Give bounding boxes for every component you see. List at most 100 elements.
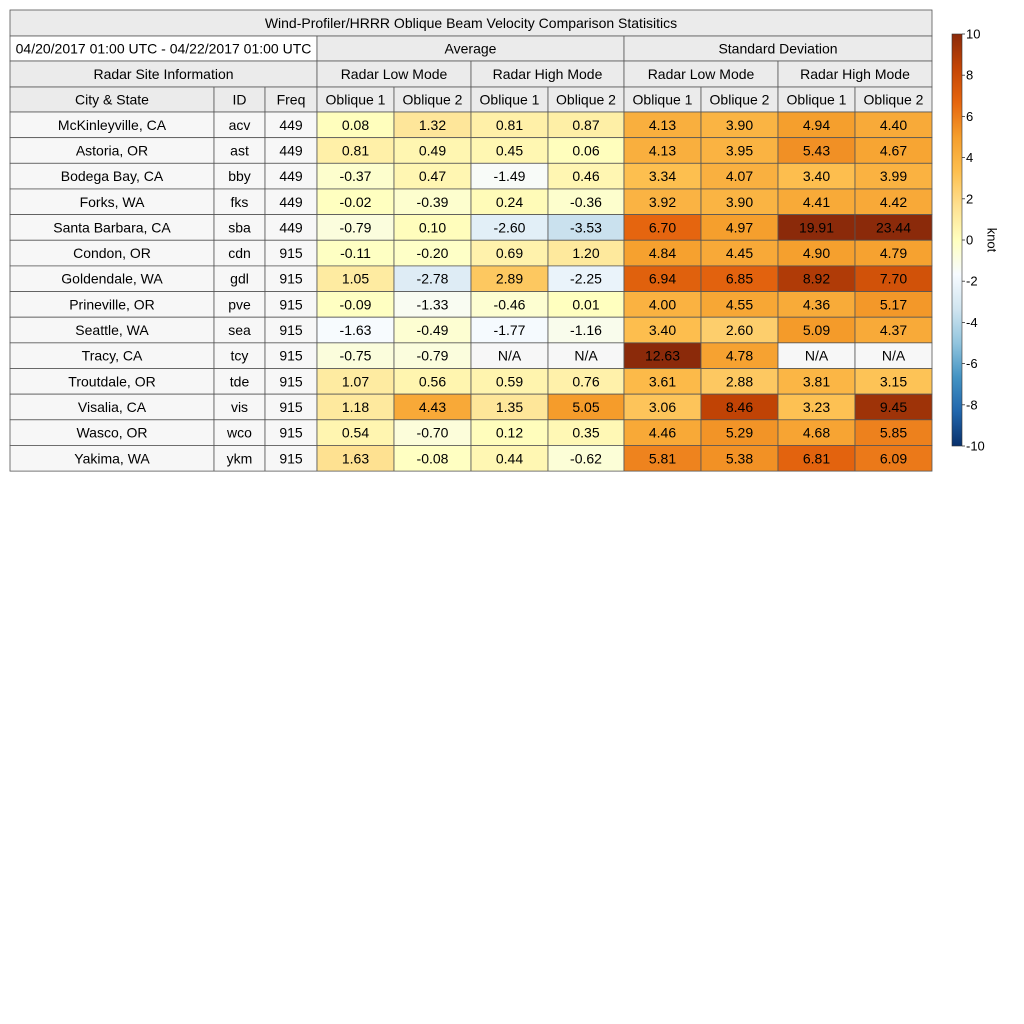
value-label: 0.06	[572, 142, 599, 158]
value-label: 0.46	[572, 168, 599, 184]
value-cell	[316, 316, 395, 344]
value-label: -0.79	[340, 219, 372, 235]
value-label: -1.77	[494, 322, 526, 338]
column-header: Oblique 1	[633, 92, 693, 108]
value-label: 0.24	[496, 194, 523, 210]
value-cell	[700, 111, 779, 139]
column-header: Oblique 1	[787, 92, 847, 108]
value-cell	[777, 342, 856, 369]
value-cell	[777, 419, 856, 446]
value-label: 0.76	[572, 373, 599, 389]
value-label: 4.97	[726, 219, 753, 235]
value-label: 0.54	[342, 425, 369, 441]
value-label: 3.23	[803, 399, 830, 415]
value-cell	[547, 291, 625, 318]
site-id: bby	[228, 168, 251, 184]
value-label: 0.44	[496, 450, 523, 466]
colorbar-tick-label: 10	[966, 27, 980, 42]
value-label: 4.07	[726, 168, 753, 184]
value-label: -0.37	[340, 168, 372, 184]
site-freq: 915	[279, 322, 303, 338]
site-cell	[264, 162, 318, 190]
value-label: -0.08	[417, 450, 449, 466]
value-label: -1.49	[494, 168, 526, 184]
site-cell	[9, 368, 215, 395]
value-label: 0.35	[572, 425, 599, 441]
site-city: Condon, OR	[73, 245, 151, 261]
value-label: 4.00	[649, 296, 676, 312]
stddev-header: Standard Deviation	[718, 41, 837, 57]
site-cell	[213, 368, 266, 395]
site-cell	[264, 214, 318, 241]
value-cell	[700, 342, 779, 369]
colorbar-unit-label: knot	[985, 228, 1000, 253]
value-cell	[854, 393, 933, 421]
site-city: Seattle, WA	[75, 322, 149, 338]
site-city: Tracy, CA	[82, 348, 143, 364]
value-cell	[316, 239, 395, 267]
column-header-cell	[700, 86, 779, 113]
column-header: Oblique 2	[710, 92, 770, 108]
value-cell	[393, 265, 472, 292]
value-label: -0.75	[340, 348, 372, 364]
column-header: Oblique 2	[864, 92, 924, 108]
value-label: 5.85	[880, 425, 907, 441]
value-label: 23.44	[876, 219, 911, 235]
value-label: -0.79	[417, 348, 449, 364]
value-label: 3.90	[726, 117, 753, 133]
site-cell	[213, 316, 266, 344]
value-label: 0.69	[496, 245, 523, 261]
value-label: 4.42	[880, 194, 907, 210]
value-label: N/A	[498, 348, 522, 364]
value-label: 3.15	[880, 373, 907, 389]
site-cell	[213, 265, 266, 292]
value-label: 4.55	[726, 296, 753, 312]
value-cell	[854, 316, 933, 344]
value-cell	[316, 368, 395, 395]
value-label: 5.05	[572, 399, 599, 415]
value-label: 0.10	[419, 219, 446, 235]
value-cell	[470, 214, 549, 241]
value-label: 0.59	[496, 373, 523, 389]
value-cell	[393, 368, 472, 395]
value-label: 4.79	[880, 245, 907, 261]
value-label: 1.32	[419, 117, 446, 133]
value-label: 0.01	[572, 296, 599, 312]
value-label: 9.45	[880, 399, 907, 415]
value-cell	[623, 291, 702, 318]
value-label: 6.09	[880, 450, 907, 466]
value-label: 1.18	[342, 399, 369, 415]
colorbar-tick-label: 4	[966, 150, 973, 165]
value-label: 3.92	[649, 194, 676, 210]
average-header-cell	[316, 35, 625, 62]
value-label: -0.62	[570, 450, 602, 466]
value-label: 4.40	[880, 117, 907, 133]
value-cell	[393, 291, 472, 318]
mode-header-cell	[316, 60, 472, 88]
column-header-cell	[393, 86, 472, 113]
value-cell	[547, 316, 625, 344]
value-cell	[623, 188, 702, 215]
value-cell	[623, 239, 702, 267]
colorbar-tick-label: 2	[966, 191, 973, 206]
value-label: 5.09	[803, 322, 830, 338]
site-id: gdl	[230, 271, 249, 287]
site-city: Prineville, OR	[69, 296, 155, 312]
value-cell	[700, 265, 779, 292]
table-title: Wind-Profiler/HRRR Oblique Beam Velocity…	[265, 15, 677, 31]
value-cell	[316, 419, 395, 446]
mode-header: Radar High Mode	[493, 66, 603, 82]
colorbar-tick-label: -4	[966, 315, 978, 330]
colorbar-tick-label: -6	[966, 356, 978, 371]
value-label: 3.95	[726, 142, 753, 158]
value-label: 3.61	[649, 373, 676, 389]
value-label: 12.63	[645, 348, 680, 364]
mode-header-cell	[623, 60, 779, 88]
value-cell	[547, 162, 625, 190]
site-cell	[9, 188, 215, 215]
site-cell	[264, 342, 318, 369]
value-label: 6.94	[649, 271, 676, 287]
value-cell	[700, 368, 779, 395]
site-cell	[9, 239, 215, 267]
